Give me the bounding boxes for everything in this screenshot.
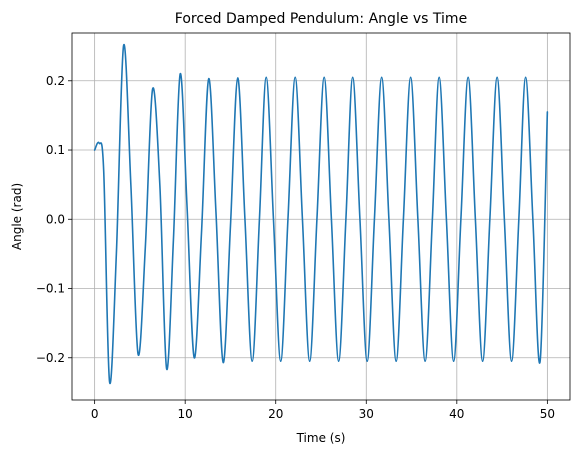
y-axis-label: Angle (rad) — [10, 183, 24, 250]
y-tick-label: 0.0 — [46, 212, 65, 226]
y-tick-label: 0.2 — [46, 74, 65, 88]
chart-title: Forced Damped Pendulum: Angle vs Time — [175, 11, 467, 27]
tick-layer: 0 10 20 30 40 50 −0.2 −0.1 0.0 0.1 0.2 — [36, 74, 555, 421]
y-tick-label: −0.2 — [36, 351, 65, 365]
plot-frame — [71, 32, 571, 401]
grid-layer — [72, 33, 570, 400]
y-tick-label: 0.1 — [46, 143, 65, 157]
x-tick-label: 20 — [268, 407, 283, 421]
x-tick-label: 30 — [359, 407, 374, 421]
y-tick-label: −0.1 — [36, 282, 65, 296]
x-tick-label: 10 — [178, 407, 193, 421]
x-tick-label: 40 — [449, 407, 464, 421]
series-layer — [93, 43, 549, 385]
x-tick-label: 50 — [540, 407, 555, 421]
x-tick-label: 0 — [91, 407, 99, 421]
angle-series-line — [93, 43, 549, 385]
x-axis-label: Time (s) — [296, 431, 346, 445]
